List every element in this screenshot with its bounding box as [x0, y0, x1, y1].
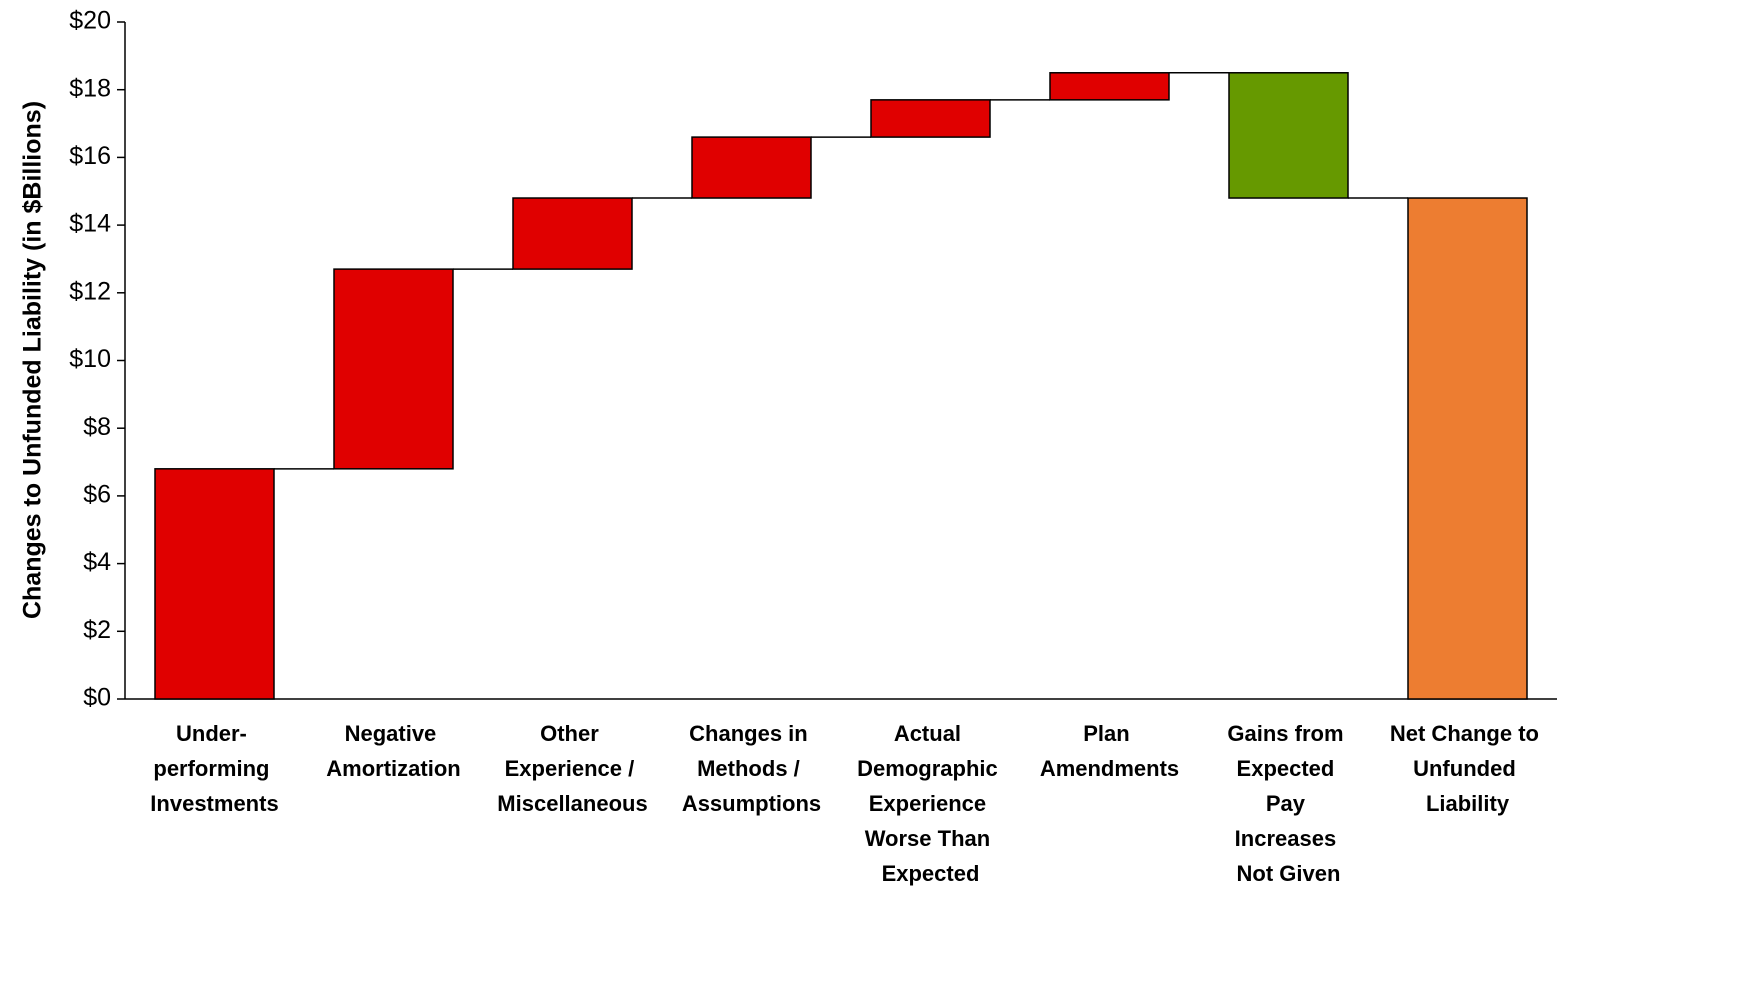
bar — [691, 136, 812, 199]
bar — [1228, 72, 1349, 199]
x-tick-label: Actual Demographic Experience Worse Than… — [857, 721, 1004, 886]
y-tick-label: $2 — [83, 616, 111, 644]
bar — [154, 468, 275, 700]
y-tick-label: $18 — [69, 74, 111, 102]
y-tick-label: $20 — [69, 7, 111, 35]
y-tick-label: $0 — [83, 684, 111, 712]
bar — [1049, 72, 1170, 101]
x-tick-label: Gains from Expected Pay Increases Not Gi… — [1227, 721, 1349, 886]
bar — [512, 197, 633, 270]
x-tick-label: Negative Amortization — [326, 721, 460, 781]
y-tick-label: $14 — [69, 210, 111, 238]
y-tick-label: $12 — [69, 277, 111, 305]
x-tick-label: Changes in Methods / Assumptions — [682, 721, 821, 816]
x-tick-label: Under- performing Investments — [150, 721, 278, 816]
x-tick-label: Other Experience / Miscellaneous — [497, 721, 647, 816]
y-tick-label: $4 — [83, 548, 111, 576]
y-axis-title: Changes to Unfunded Liability (in $Billi… — [19, 101, 47, 619]
y-tick-label: $6 — [83, 481, 111, 509]
x-tick-label: Net Change to Unfunded Liability — [1390, 721, 1545, 816]
y-tick-label: $8 — [83, 413, 111, 441]
bar — [333, 268, 454, 470]
bar — [870, 99, 991, 138]
y-tick-label: $10 — [69, 345, 111, 373]
y-tick-label: $16 — [69, 142, 111, 170]
bar — [1407, 197, 1528, 700]
x-tick-label: Plan Amendments — [1040, 721, 1179, 781]
